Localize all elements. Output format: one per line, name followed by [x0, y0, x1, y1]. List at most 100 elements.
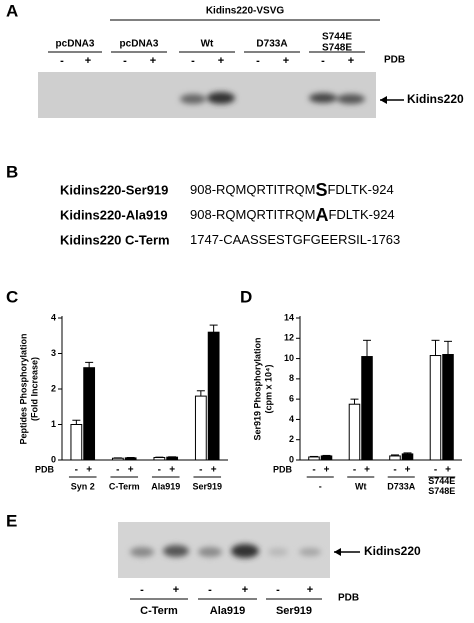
bar [83, 367, 96, 461]
pdb-sign: + [85, 55, 91, 67]
pdb-sign: + [324, 465, 330, 476]
pdb-sign: - [199, 465, 202, 476]
bar [348, 403, 361, 461]
bar [194, 395, 207, 461]
pdb-sign: - [312, 465, 315, 476]
band [180, 94, 206, 104]
bar [124, 457, 137, 461]
y-tick-label: 6 [289, 394, 294, 404]
pdb-sign: + [86, 465, 92, 476]
pdb-sign: - [158, 465, 161, 476]
x-tick-label: - [319, 481, 322, 491]
sequence-part: FDLTK-924 [328, 207, 394, 222]
blot [118, 522, 330, 578]
panel-letter: D [240, 287, 252, 306]
group-label: C-Term [140, 605, 178, 617]
blot-bands [130, 544, 321, 558]
y-tick-label: 3 [51, 348, 56, 358]
arrow-head [380, 96, 387, 104]
pdb-sign: - [116, 465, 119, 476]
bar [361, 356, 373, 461]
x-tick-label: Ser919 [192, 481, 222, 491]
band [337, 94, 365, 104]
sequence-part: FDLTK-924 [327, 182, 393, 197]
lane-label: Wt [201, 39, 214, 50]
pdb-sign: + [173, 584, 179, 596]
pdb-sign: + [283, 55, 289, 67]
y-tick-label: 1 [51, 419, 56, 429]
pdb-sign: + [307, 584, 313, 596]
band-label: Kidins220 [364, 544, 421, 558]
lane-label: pcDNA3 [56, 39, 95, 50]
pdb-sign: - [434, 465, 437, 476]
band [163, 545, 189, 557]
peptide-sequence: 1747-CAASSESTGFGEERSIL-1763 [190, 232, 400, 247]
sequence-part: 908-RQMQRTITRQM [190, 182, 315, 197]
pdb-sign: - [393, 465, 396, 476]
y-axis-label: (cpm x 10⁴) [263, 365, 273, 414]
mutated-residue: S [315, 180, 327, 200]
lane-label: D733A [256, 39, 287, 50]
sequence-part: 1747-CAASSESTGFGEERSIL-1763 [190, 232, 400, 247]
y-tick-label: 8 [289, 373, 294, 383]
pdb-sign: + [169, 465, 175, 476]
y-tick-label: 2 [289, 434, 294, 444]
pdb-sign: - [75, 465, 78, 476]
lane-label: pcDNA3 [120, 39, 159, 50]
treatment-label: PDB [384, 55, 405, 66]
y-tick-label: 4 [51, 312, 56, 322]
pdb-sign: + [150, 55, 156, 67]
pdb-sign: - [353, 465, 356, 476]
bar [389, 455, 401, 461]
pdb-sign: + [348, 55, 354, 67]
treatment-label: PDB [338, 593, 359, 604]
mutated-residue: A [315, 205, 328, 225]
x-tick-label: Syn 2 [71, 481, 95, 491]
bar [70, 424, 83, 461]
x-tick-label: Wt [355, 481, 367, 491]
pdb-sign: - [191, 55, 195, 67]
pdb-sign: + [128, 465, 134, 476]
panel-letter: B [6, 162, 18, 181]
y-axis-label: Peptides Phosphorylation [18, 333, 28, 444]
sequence-part: 908-RQMQRTITRQM [190, 207, 315, 222]
group-label: Kidins220-VSVG [206, 6, 285, 17]
arrow-head [334, 548, 341, 556]
band [309, 93, 337, 103]
bar [429, 355, 442, 461]
bar [207, 331, 220, 461]
group-label: Ala919 [210, 605, 245, 617]
band-label: Kidins220 [407, 92, 464, 106]
pdb-sign: + [242, 584, 248, 596]
pdb-sign: + [364, 465, 370, 476]
row-label: PDB [35, 464, 55, 474]
peptide-name: Kidins220 C-Term [60, 232, 170, 247]
pdb-sign: + [218, 55, 224, 67]
y-tick-label: 12 [284, 333, 294, 343]
x-tick-label: S744E S748E [428, 476, 455, 496]
pdb-sign: + [445, 465, 451, 476]
lane-label: S744E S748E [322, 31, 352, 53]
panel-letter: C [6, 287, 18, 306]
band [231, 544, 259, 558]
pdb-sign: - [60, 55, 64, 67]
pdb-sign: - [140, 584, 144, 596]
bar [320, 455, 333, 461]
y-tick-label: 2 [51, 383, 56, 393]
band [130, 547, 154, 557]
pdb-sign: + [211, 465, 217, 476]
peptide-sequence: 908-RQMQRTITRQMSFDLTK-924 [190, 180, 394, 200]
blot-bands [180, 92, 365, 104]
pdb-sign: - [321, 55, 325, 67]
pdb-sign: - [208, 584, 212, 596]
bar [153, 457, 166, 461]
pdb-sign: - [123, 55, 127, 67]
band [198, 547, 222, 557]
y-tick-label: 0 [289, 454, 294, 464]
panel-letter: A [6, 1, 18, 20]
pdb-sign: - [276, 584, 280, 596]
y-tick-label: 4 [289, 414, 294, 424]
bar [308, 456, 320, 461]
band [268, 548, 288, 556]
